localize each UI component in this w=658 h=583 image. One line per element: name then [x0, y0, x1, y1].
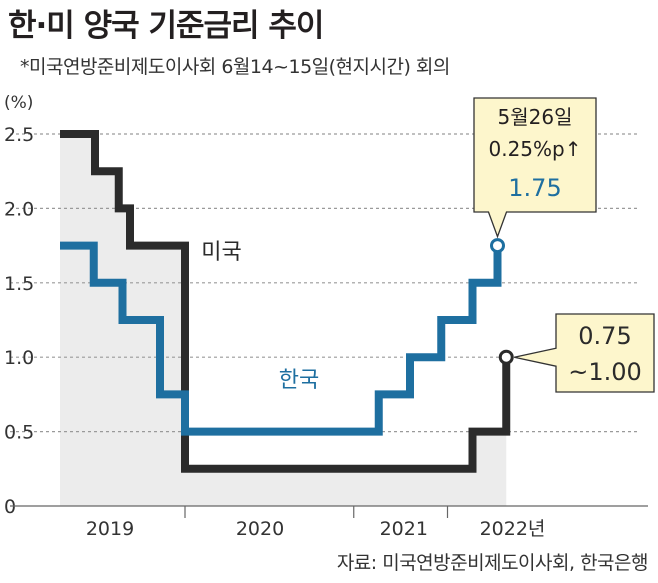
- us-callout-box: [514, 313, 655, 393]
- us-series-label: 미국: [201, 240, 241, 265]
- us-callout-line1: 0.75: [578, 322, 631, 350]
- korea-callout-value: 1.75: [508, 174, 561, 202]
- korea-callout-change: 0.25%p↑: [489, 137, 582, 161]
- us-end-point: [498, 349, 514, 365]
- us-callout: 0.75 ~1.00: [514, 313, 655, 393]
- korea-callout-date: 5월26일: [498, 105, 573, 129]
- korea-rate-line: [60, 241, 502, 436]
- chart-title: 한·미 양국 기준금리 추이: [8, 8, 324, 44]
- x-axis: 2019 2020 2021 2022년: [10, 505, 648, 540]
- y-axis: 2.5 2.0 1.5 1.0 0.5 0: [4, 124, 34, 518]
- y-tick-label: 1.5: [4, 273, 34, 295]
- x-tick-label: 2019: [86, 518, 134, 540]
- x-tick-label: 2020: [236, 518, 284, 540]
- source-note: 자료: 미국연방준비제도이사회, 한국은행: [336, 552, 649, 574]
- x-tick-label: 2021: [380, 518, 428, 540]
- korea-callout-box: [473, 97, 597, 239]
- us-callout-line2: ~1.00: [568, 358, 642, 386]
- us-rate-area: [60, 134, 507, 506]
- y-unit-label: (%): [4, 93, 33, 113]
- y-tick-label: 2.0: [4, 198, 34, 220]
- y-tick-label: 1.0: [4, 347, 34, 369]
- x-tick-label: 2022년: [480, 518, 546, 540]
- y-tick-label: 0.5: [4, 422, 34, 444]
- y-tick-label: 2.5: [4, 124, 34, 146]
- korea-series-label: 한국: [279, 368, 319, 393]
- y-tick-label: 0: [4, 496, 16, 518]
- korea-end-point: [490, 238, 505, 254]
- korea-callout: 5월26일 0.25%p↑ 1.75: [473, 97, 597, 239]
- us-rate-line: [60, 130, 511, 473]
- chart-subtitle: *미국연방준비제도이사회 6월14~15일(현지시간) 회의: [20, 56, 450, 78]
